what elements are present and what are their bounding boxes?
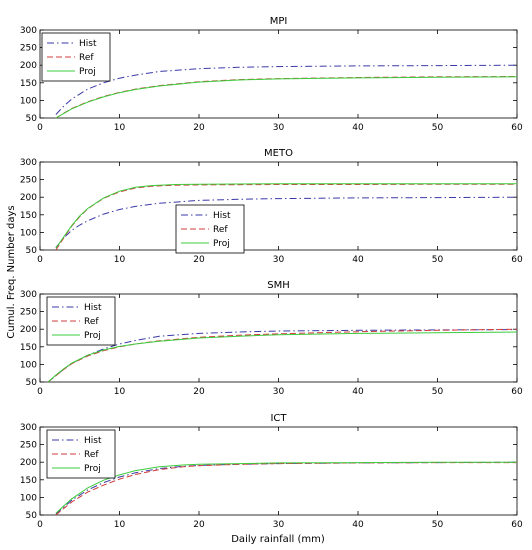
series-line-proj — [47, 331, 518, 383]
legend: Hist Ref Proj — [41, 32, 111, 82]
legend-label: Hist — [213, 211, 231, 221]
legend-box — [46, 296, 116, 346]
x-tick-label: 0 — [37, 387, 43, 397]
x-tick-label: 10 — [114, 387, 126, 397]
x-tick-label: 10 — [114, 520, 126, 530]
x-tick-label: 0 — [37, 123, 43, 133]
legend-label: Proj — [84, 464, 101, 474]
chart-panel-meto: METO 0 10 20 30 40 50 60 50 100 150 200 250 300 Hist Re… — [20, 148, 523, 265]
x-tick-label: 30 — [273, 123, 285, 133]
x-tick-label: 50 — [432, 255, 444, 265]
y-tick-label: 250 — [20, 176, 37, 186]
chart-title: METO — [264, 148, 293, 159]
legend-label: Hist — [84, 436, 102, 446]
chart-title: MPI — [270, 16, 288, 27]
legend-label: Ref — [84, 317, 99, 327]
y-tick-label: 50 — [26, 378, 38, 388]
y-tick-label: 300 — [20, 26, 37, 36]
x-tick-label: 60 — [511, 387, 523, 397]
y-tick-label: 200 — [20, 193, 37, 203]
y-tick-label: 150 — [20, 211, 37, 221]
x-tick-label: 10 — [114, 123, 126, 133]
x-tick-label: 50 — [432, 387, 444, 397]
y-tick-label: 200 — [20, 325, 37, 335]
x-tick-label: 60 — [511, 123, 523, 133]
y-axis-label: Cumul. Freq. Number days — [6, 205, 17, 338]
series-line-proj — [55, 461, 517, 514]
y-tick-label: 150 — [20, 343, 37, 353]
y-tick-label: 100 — [20, 493, 37, 503]
series-line-proj — [55, 76, 518, 119]
plot-area — [39, 293, 518, 383]
y-tick-label: 100 — [20, 360, 37, 370]
series-line-proj — [55, 183, 517, 249]
y-tick-label: 50 — [26, 114, 38, 124]
x-tick-label: 40 — [352, 255, 364, 265]
x-tick-label: 30 — [273, 255, 285, 265]
y-tick-label: 250 — [20, 441, 37, 451]
legend-box — [46, 429, 116, 479]
plot-area — [39, 29, 518, 119]
y-tick-label: 200 — [20, 458, 37, 468]
x-tick-label: 50 — [432, 123, 444, 133]
legend-label: Proj — [79, 67, 96, 77]
y-tick-label: 300 — [20, 423, 37, 433]
x-tick-label: 60 — [511, 255, 523, 265]
legend-label: Proj — [213, 239, 230, 249]
series-line-hist — [55, 64, 518, 115]
y-tick-label: 300 — [20, 290, 37, 300]
y-tick-label: 50 — [26, 246, 38, 256]
legend: Hist Ref Proj — [46, 296, 116, 346]
legend: Hist Ref Proj — [46, 429, 116, 479]
y-tick-label: 50 — [26, 511, 38, 521]
y-tick-label: 250 — [20, 308, 37, 318]
y-tick-label: 150 — [20, 476, 37, 486]
legend-label: Hist — [79, 39, 97, 49]
chart-panel-smh: SMH 0 10 20 30 40 50 60 50 100 150 200 250 300 Hist Ref… — [20, 280, 523, 397]
series-line-hist — [47, 329, 518, 383]
chart-panel-ict: ICT 0 10 20 30 40 50 60 50 100 150 200 250 300 Hist Ref… — [20, 413, 523, 530]
x-tick-label: 10 — [114, 255, 126, 265]
y-tick-label: 200 — [20, 61, 37, 71]
x-tick-label: 40 — [352, 387, 364, 397]
y-tick-label: 250 — [20, 44, 37, 54]
series-line-hist — [55, 196, 518, 248]
plot-area — [39, 426, 518, 516]
plot-area — [39, 161, 518, 251]
chart-title: ICT — [270, 413, 287, 424]
x-tick-label: 0 — [37, 255, 43, 265]
x-tick-label: 20 — [193, 387, 205, 397]
x-tick-label: 50 — [432, 520, 444, 530]
x-tick-label: 60 — [511, 520, 523, 530]
legend-label: Ref — [79, 53, 94, 63]
x-tick-label: 20 — [193, 255, 205, 265]
y-tick-label: 150 — [20, 79, 37, 89]
x-tick-label: 30 — [273, 520, 285, 530]
x-tick-label: 40 — [352, 520, 364, 530]
legend-label: Proj — [84, 331, 101, 341]
legend-label: Ref — [84, 450, 99, 460]
y-tick-label: 100 — [20, 228, 37, 238]
chart-title: SMH — [267, 280, 290, 291]
series-line-ref — [47, 328, 518, 383]
x-tick-label: 20 — [193, 520, 205, 530]
legend: Hist Ref Proj — [175, 204, 245, 254]
chart-panel-mpi: MPI 0 10 20 30 40 50 60 50 100 150 200 250 300 Hist Ref… — [20, 16, 523, 133]
y-tick-label: 300 — [20, 158, 37, 168]
x-axis-label: Daily rainfall (mm) — [231, 534, 325, 545]
legend-box — [175, 204, 245, 254]
x-tick-label: 30 — [273, 387, 285, 397]
x-tick-label: 0 — [37, 520, 43, 530]
y-tick-label: 100 — [20, 96, 37, 106]
legend-label: Hist — [84, 303, 102, 313]
x-tick-label: 40 — [352, 123, 364, 133]
legend-box — [41, 32, 111, 82]
legend-label: Ref — [213, 225, 228, 235]
x-tick-label: 20 — [193, 123, 205, 133]
